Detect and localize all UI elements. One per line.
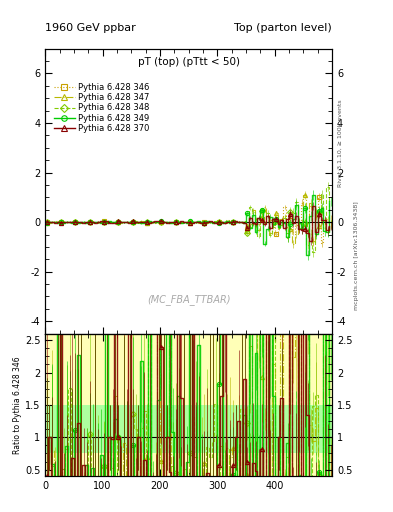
Text: Top (parton level): Top (parton level) bbox=[234, 23, 332, 33]
Text: pT (top) (pTtt < 50): pT (top) (pTtt < 50) bbox=[138, 57, 240, 67]
Y-axis label: Ratio to Pythia 6.428 346: Ratio to Pythia 6.428 346 bbox=[13, 356, 22, 454]
Text: (MC_FBA_TTBAR): (MC_FBA_TTBAR) bbox=[147, 294, 230, 305]
Bar bbox=[45, 334, 332, 476]
Bar bbox=[45, 405, 332, 454]
Text: 1960 GeV ppbar: 1960 GeV ppbar bbox=[45, 23, 136, 33]
Text: Rivet 3.1.10, ≥ 100k events: Rivet 3.1.10, ≥ 100k events bbox=[338, 99, 343, 187]
Legend: Pythia 6.428 346, Pythia 6.428 347, Pythia 6.428 348, Pythia 6.428 349, Pythia 6: Pythia 6.428 346, Pythia 6.428 347, Pyth… bbox=[52, 81, 151, 135]
Text: mcplots.cern.ch [arXiv:1306.3438]: mcplots.cern.ch [arXiv:1306.3438] bbox=[354, 202, 359, 310]
